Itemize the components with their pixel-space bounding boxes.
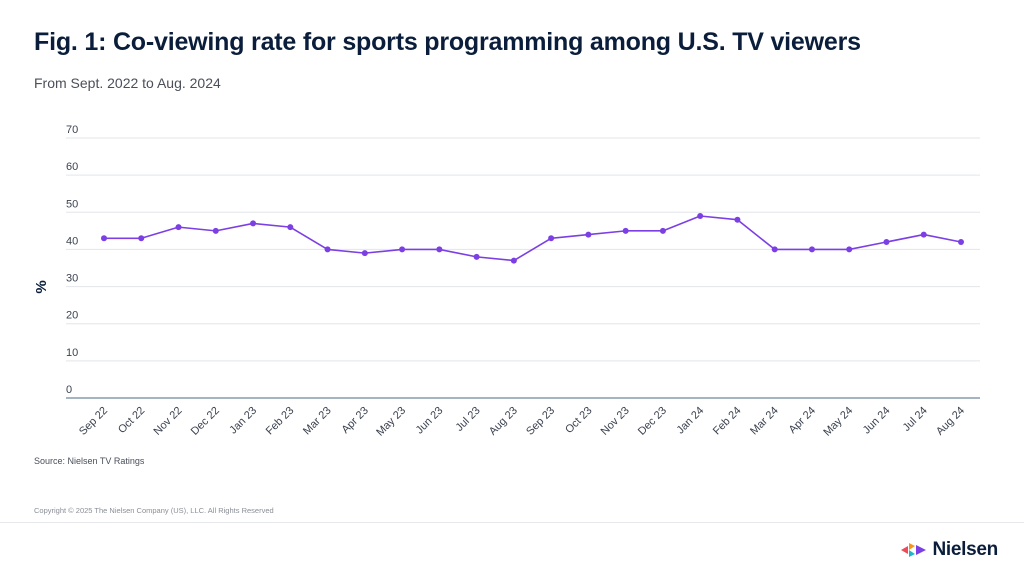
x-tick-label: Nov 23 — [599, 405, 632, 438]
data-points — [101, 213, 964, 264]
data-point — [473, 253, 480, 260]
x-tick-label: Sep 23 — [524, 405, 557, 438]
data-point — [846, 246, 853, 253]
y-tick-labels: 0 10 20 30 40 50 60 70 — [66, 124, 78, 396]
y-tick-label: 70 — [66, 124, 78, 136]
x-tick-label: Dec 22 — [189, 405, 222, 438]
x-tick-label: Sep 22 — [77, 405, 110, 438]
nielsen-logo: Nielsen — [900, 538, 999, 562]
data-point — [101, 235, 107, 242]
x-tick-label: Jul 24 — [901, 405, 930, 434]
x-tick-label: Feb 24 — [711, 405, 744, 438]
source-note: Source: Nielsen TV Ratings — [34, 456, 145, 466]
data-point — [734, 216, 741, 223]
data-point — [175, 224, 182, 231]
data-point — [324, 246, 331, 253]
x-tick-label: Oct 23 — [563, 405, 594, 436]
x-tick-label: Jul 23 — [453, 405, 482, 434]
x-tick-labels: Sep 22 Oct 22 Nov 22 Dec 22 Jan 23 Feb 23 Mar … — [77, 405, 967, 439]
data-point — [510, 257, 517, 264]
y-tick-label: 0 — [66, 384, 72, 396]
brand-name: Nielsen — [932, 539, 999, 560]
footer-divider — [0, 522, 1024, 523]
y-tick-label: 50 — [66, 198, 78, 210]
x-tick-label: May 23 — [374, 405, 408, 439]
x-tick-label: Apr 24 — [787, 405, 818, 436]
data-point — [361, 250, 368, 257]
data-point — [399, 246, 406, 253]
x-tick-label: Dec 23 — [636, 405, 669, 438]
data-point — [287, 224, 294, 231]
x-tick-label: Jun 24 — [861, 405, 893, 437]
copyright-note: Copyright © 2025 The Nielsen Company (US… — [34, 506, 274, 515]
data-point — [659, 227, 666, 234]
data-point — [808, 246, 815, 253]
data-point — [548, 235, 555, 242]
x-tick-label: Mar 24 — [748, 405, 781, 438]
data-point — [771, 246, 778, 253]
y-tick-label: 20 — [66, 310, 78, 322]
data-point — [883, 239, 890, 245]
data-point — [920, 231, 927, 238]
data-point — [958, 239, 964, 245]
x-tick-label: Feb 23 — [264, 405, 297, 438]
data-point — [697, 213, 704, 219]
y-tick-label: 40 — [66, 235, 78, 247]
chart-title: Fig. 1: Co-viewing rate for sports progr… — [34, 28, 861, 56]
y-axis-label: % — [33, 280, 50, 293]
data-point — [250, 220, 257, 227]
nielsen-logo-mark-icon — [900, 543, 926, 557]
data-point — [212, 227, 219, 234]
data-point — [138, 235, 145, 242]
x-tick-label: Aug 24 — [934, 405, 967, 438]
data-point — [585, 231, 592, 238]
x-tick-label: Nov 22 — [152, 405, 185, 438]
data-point — [436, 246, 443, 253]
chart-subtitle: From Sept. 2022 to Aug. 2024 — [34, 75, 221, 91]
data-point — [622, 227, 629, 234]
series-line — [104, 215, 962, 262]
y-tick-label: 30 — [66, 273, 78, 285]
x-tick-label: Jun 23 — [414, 405, 446, 437]
x-tick-label: May 24 — [821, 405, 855, 439]
x-tick-label: Jan 23 — [227, 405, 259, 437]
x-tick-label: Aug 23 — [487, 405, 520, 438]
x-tick-label: Mar 23 — [301, 405, 334, 438]
x-tick-label: Oct 22 — [116, 405, 147, 436]
x-tick-label: Apr 23 — [340, 405, 371, 436]
y-tick-label: 10 — [66, 347, 78, 359]
y-tick-label: 60 — [66, 161, 78, 173]
x-tick-label: Jan 24 — [674, 405, 706, 437]
